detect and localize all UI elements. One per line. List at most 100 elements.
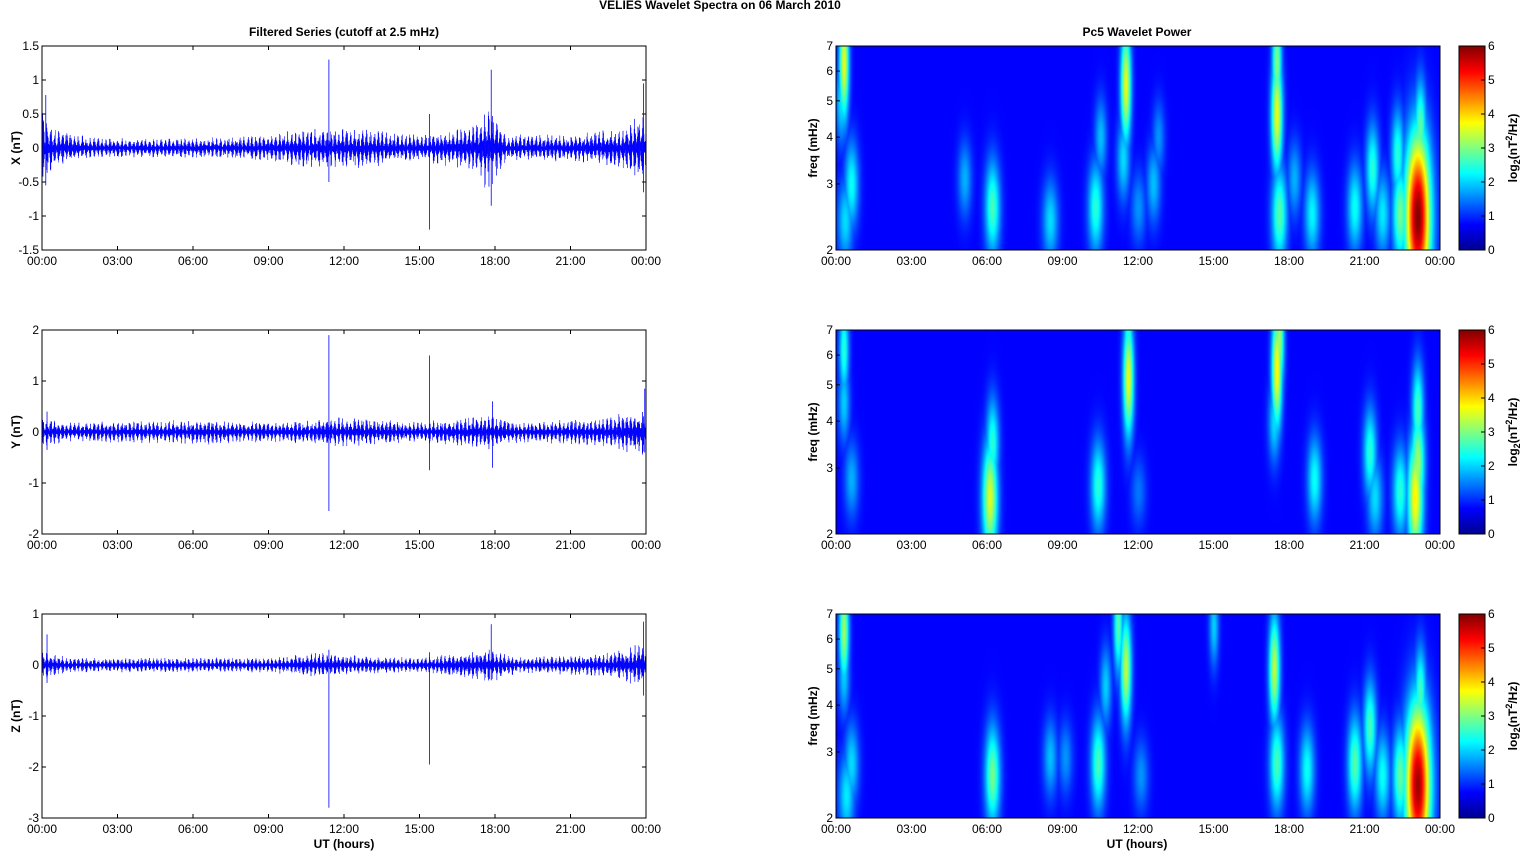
- wy-wavelet-ytick-label: 3: [826, 461, 833, 475]
- wy-wavelet-xtick-label: 06:00: [972, 538, 1002, 552]
- wz-wavelet-colorbar-tick-label: 3: [1488, 709, 1495, 723]
- wz-wavelet-xtick-label: 09:00: [1047, 822, 1077, 836]
- wz-wavelet-colorbar-tick-label: 5: [1488, 641, 1495, 655]
- wx-wavelet-xtick-label: 06:00: [972, 254, 1002, 268]
- wz-wavelet-colorbar-tick-label: 4: [1488, 675, 1495, 689]
- wz-wavelet-xtick-label: 21:00: [1349, 822, 1379, 836]
- x-series-xtick-label: 12:00: [329, 254, 359, 268]
- wy-wavelet-ytick-label: 6: [826, 348, 833, 362]
- wx-wavelet-ytick-label: 6: [826, 64, 833, 78]
- wy-wavelet-xtick-label: 00:00: [821, 538, 851, 552]
- wx-wavelet-colorbar-tick-label: 2: [1488, 175, 1495, 189]
- z-series-xtick-label: 12:00: [329, 822, 359, 836]
- wy-wavelet-ytick-label: 7: [826, 323, 833, 337]
- z-series-trace: [42, 645, 646, 684]
- wx-wavelet-xtick-label: 03:00: [896, 254, 926, 268]
- y-series-ytick-label: 2: [32, 323, 39, 337]
- wx-wavelet-colorbar-tick-label: 3: [1488, 141, 1495, 155]
- x-series-ylabel: X (nT): [9, 131, 23, 165]
- wx-wavelet-xtick-label: 21:00: [1349, 254, 1379, 268]
- y-series-xtick-label: 03:00: [102, 538, 132, 552]
- y-series-xtick-label: 00:00: [27, 538, 57, 552]
- wy-wavelet-heatmap-image: [836, 330, 1440, 534]
- wy-wavelet-colorbar: [1458, 329, 1486, 535]
- wx-wavelet-colorbar-tick-label: 4: [1488, 107, 1495, 121]
- z-series-ytick-label: -3: [28, 811, 39, 825]
- wz-wavelet-colorbar-tick-label: 2: [1488, 743, 1495, 757]
- wy-wavelet-colorbar-tick-label: 3: [1488, 425, 1495, 439]
- wy-wavelet-colorbar-tick-label: 4: [1488, 391, 1495, 405]
- wx-wavelet-colorbar-label: log2(nT2/Hz): [1504, 114, 1522, 183]
- z-series-axes-frame: [41, 613, 647, 819]
- x-series-xtick-label: 15:00: [404, 254, 434, 268]
- z-series-xtick-label: 03:00: [102, 822, 132, 836]
- left-xaxis-label: UT (hours): [314, 837, 375, 851]
- wz-wavelet-xtick-label: 00:00: [1425, 822, 1455, 836]
- x-series-xtick-label: 03:00: [102, 254, 132, 268]
- wy-wavelet-xtick-label: 00:00: [1425, 538, 1455, 552]
- z-series-xtick-label: 21:00: [555, 822, 585, 836]
- y-series-ytick-label: -2: [28, 527, 39, 541]
- x-series-ytick-label: 1.5: [22, 39, 39, 53]
- y-series-xtick-label: 00:00: [631, 538, 661, 552]
- y-series-xtick-label: 18:00: [480, 538, 510, 552]
- x-series-axes-frame: [41, 45, 647, 251]
- wy-wavelet-ytick-label: 2: [826, 527, 833, 541]
- y-series-trace: [42, 412, 646, 455]
- wx-wavelet-ytick-label: 4: [826, 130, 833, 144]
- y-series-ytick-label: 1: [32, 374, 39, 388]
- wz-wavelet-ytick-label: 3: [826, 745, 833, 759]
- wx-wavelet-colorbar-tick-label: 5: [1488, 73, 1495, 87]
- z-series-xtick-label: 00:00: [631, 822, 661, 836]
- z-series-ytick-label: -2: [28, 760, 39, 774]
- y-series-xtick-label: 06:00: [178, 538, 208, 552]
- wz-wavelet-heatmap-canvas: [836, 614, 1440, 818]
- z-series-ytick-label: 1: [32, 607, 39, 621]
- x-series-trace: [42, 111, 646, 188]
- y-series-xtick-label: 15:00: [404, 538, 434, 552]
- wx-wavelet-colorbar-tick-label: 1: [1488, 209, 1495, 223]
- x-series-ytick-label: -1.5: [18, 243, 39, 257]
- z-series-xtick-label: 18:00: [480, 822, 510, 836]
- wz-wavelet-ytick-label: 2: [826, 811, 833, 825]
- wx-wavelet-xtick-label: 15:00: [1198, 254, 1228, 268]
- wz-wavelet-xtick-label: 03:00: [896, 822, 926, 836]
- panels-layer: 00:00 03:00 06:00 09:00 12:00 15:00 18:00 21:00…: [9, 39, 1522, 836]
- wz-wavelet-ytick-label: 6: [826, 632, 833, 646]
- z-series-ytick-label: -1: [28, 709, 39, 723]
- wy-wavelet-xtick-label: 21:00: [1349, 538, 1379, 552]
- right-column-title: Pc5 Wavelet Power: [1083, 25, 1192, 39]
- y-series-ytick-label: -1: [28, 476, 39, 490]
- z-series-xtick-label: 09:00: [253, 822, 283, 836]
- wx-wavelet-heatmap-canvas: [836, 46, 1440, 250]
- wy-wavelet-heatmap-canvas: [836, 330, 1440, 534]
- wz-wavelet-colorbar-tick-label: 6: [1488, 607, 1495, 621]
- wz-wavelet-colorbar-tick-label: 1: [1488, 777, 1495, 791]
- y-series-ylabel: Y (nT): [9, 415, 23, 449]
- wz-wavelet-axes-frame: [835, 613, 1441, 819]
- wz-wavelet-heatmap-image: [836, 614, 1440, 818]
- wz-wavelet-xtick-label: 12:00: [1123, 822, 1153, 836]
- x-series-ytick-label: 0: [32, 141, 39, 155]
- wy-wavelet-xtick-label: 09:00: [1047, 538, 1077, 552]
- wy-wavelet-colorbar-label: log2(nT2/Hz): [1504, 398, 1522, 467]
- left-column-title: Filtered Series (cutoff at 2.5 mHz): [249, 25, 439, 39]
- wx-wavelet-colorbar-tick-label: 0: [1488, 243, 1495, 257]
- x-series-xtick-label: 06:00: [178, 254, 208, 268]
- wz-wavelet-colorbar: [1458, 613, 1486, 819]
- wy-wavelet-xtick-label: 03:00: [896, 538, 926, 552]
- x-series-ytick-label: 1: [32, 73, 39, 87]
- wx-wavelet-colorbar: [1458, 45, 1486, 251]
- wz-wavelet-ytick-label: 7: [826, 607, 833, 621]
- wy-wavelet-xtick-label: 12:00: [1123, 538, 1153, 552]
- wx-wavelet-xtick-label: 09:00: [1047, 254, 1077, 268]
- wy-wavelet-colorbar-tick-label: 5: [1488, 357, 1495, 371]
- wy-wavelet-colorbar-tick-label: 2: [1488, 459, 1495, 473]
- z-series-ylabel: Z (nT): [9, 699, 23, 732]
- z-series-xtick-label: 00:00: [27, 822, 57, 836]
- x-series-xtick-label: 18:00: [480, 254, 510, 268]
- x-series-xtick-label: 00:00: [631, 254, 661, 268]
- wx-wavelet-heatmap-image: [836, 46, 1440, 250]
- wz-wavelet-xtick-label: 06:00: [972, 822, 1002, 836]
- wz-wavelet-colorbar-tick-label: 0: [1488, 811, 1495, 825]
